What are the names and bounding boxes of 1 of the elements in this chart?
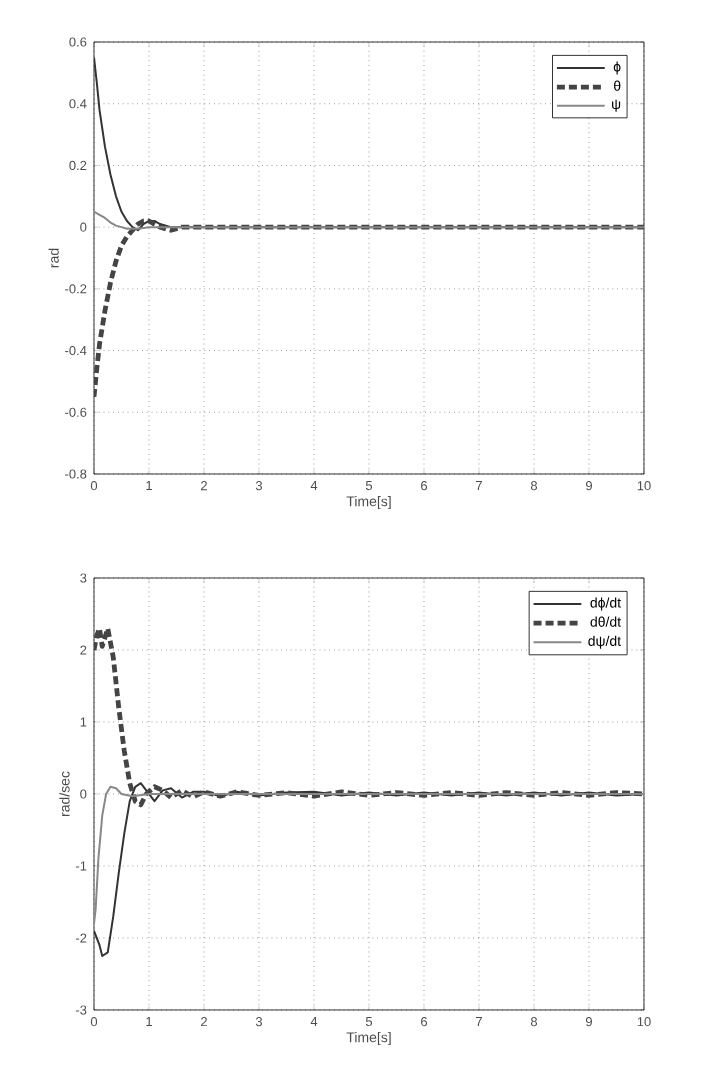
line-series [94,626,644,808]
